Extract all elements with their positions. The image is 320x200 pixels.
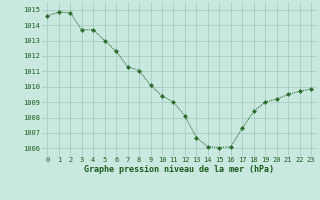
X-axis label: Graphe pression niveau de la mer (hPa): Graphe pression niveau de la mer (hPa) — [84, 165, 274, 174]
